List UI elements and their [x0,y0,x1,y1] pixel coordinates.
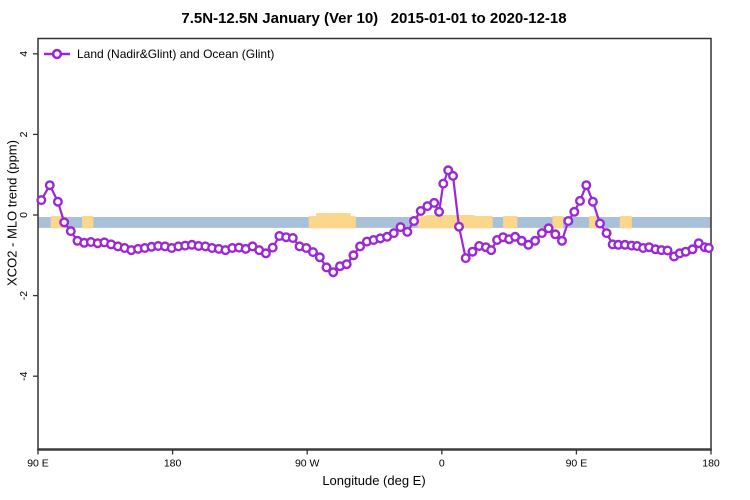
data-point-marker [314,252,325,263]
legend-label: Land (Nadir&Glint) and Ocean (Glint) [77,47,275,61]
y-tick-label: -2 [18,291,30,300]
data-point-marker [467,246,478,257]
data-point-marker [355,241,366,252]
land-segment [417,216,493,229]
data-point-marker [575,195,586,206]
data-point-marker [59,217,70,228]
land-segment [552,216,563,229]
data-point-marker [341,259,352,270]
data-point-marker [388,228,399,239]
x-tick-label: 0 [439,458,445,470]
data-point-marker [563,215,574,226]
data-point-marker [530,235,541,246]
data-point-marker [703,242,714,253]
data-point-marker [557,235,568,246]
land-segment [503,216,518,229]
x-tick-label: 180 [702,458,720,470]
data-point-marker [448,170,459,181]
legend-marker-icon [51,48,63,60]
x-tick-label: 180 [164,458,182,470]
data-point-marker [287,232,298,243]
data-point-marker [438,178,449,189]
ocean-band [38,217,711,228]
data-point-marker [52,196,63,207]
land-coast-bump [426,215,475,218]
y-tick-label: 0 [18,212,30,218]
data-point-marker [460,253,471,264]
data-point-marker [543,223,554,234]
x-tick-label: 90 W [295,458,320,470]
data-point-marker [328,267,339,278]
y-tick-label: 2 [18,131,30,137]
x-tick-label: 90 E [566,458,588,470]
data-point-marker [260,248,271,259]
x-axis-title: Longitude (deg E) [322,473,426,488]
data-point-marker [429,197,440,208]
data-point-marker [550,229,561,240]
data-point-marker [65,226,76,237]
data-point-marker [415,205,426,216]
data-point-marker [434,206,445,217]
data-point-marker [569,206,580,217]
land-segment [308,216,356,229]
land-segment [619,216,632,229]
chart-title: 7.5N-12.5N January (Ver 10) 2015-01-01 t… [181,10,567,27]
x-tick-label: 90 E [27,458,49,470]
land-segment [589,216,598,229]
data-point-marker [486,245,497,256]
data-point-marker [454,221,465,232]
data-point-marker [409,215,420,226]
data-point-marker [581,180,592,191]
data-point-marker [348,250,359,261]
data-point-marker [301,242,312,253]
data-point-marker [402,226,413,237]
y-tick-label: 4 [18,51,30,57]
data-point-marker [267,242,278,253]
data-point-marker [395,222,406,233]
data-point-marker [687,244,698,255]
data-point-marker [36,195,47,206]
data-point-marker [308,247,319,258]
data-point-marker [662,245,673,256]
data-point-marker [587,196,598,207]
y-tick-label: -4 [18,371,30,380]
data-point-marker [601,228,612,239]
land-segment [82,216,94,229]
data-point-marker [536,228,547,239]
data-point-marker [44,180,55,191]
land-coast-bump [316,213,351,218]
data-point-marker [595,218,606,229]
data-point-marker [321,262,332,273]
